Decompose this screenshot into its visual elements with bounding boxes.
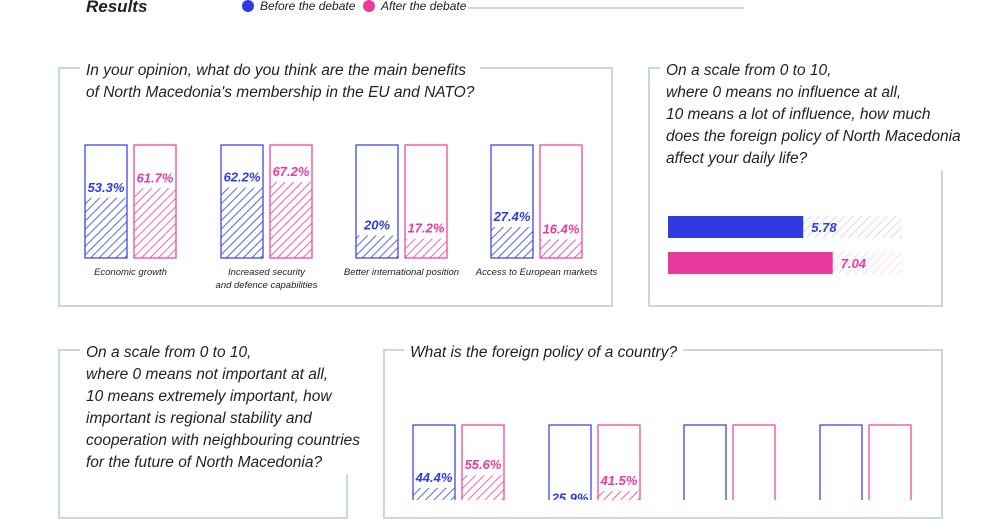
benefits-category-label-1: Increased security: [228, 267, 306, 278]
question-benefits: In your opinion, what do you think are t…: [80, 60, 481, 104]
benefits-value-label-before-3: 27.4%: [493, 209, 531, 224]
benefits-bar-before-0: [85, 197, 127, 258]
foreign-policy-value-label-before-0: 44.4%: [415, 470, 453, 485]
legend-label-before: Before the debate: [260, 0, 356, 13]
foreign-policy-bar-frame-before-1: [548, 424, 592, 500]
foreign-policy-bar-frame-after-2: [732, 424, 776, 500]
legend-dot-before: [242, 0, 254, 12]
results-title: Results: [86, 0, 148, 16]
benefits-bar-after-3: [540, 239, 582, 258]
foreign-policy-bar-before-0: [413, 487, 455, 500]
influence-bar-before: [668, 216, 804, 238]
benefits-bar-before-2: [356, 235, 398, 258]
benefits-value-label-before-1: 62.2%: [224, 170, 261, 185]
foreign-policy-bar-frame-before-0: [412, 424, 456, 500]
foreign-policy-bar-after-0: [462, 475, 504, 500]
benefits-bar-before-1: [221, 187, 263, 258]
foreign-policy-value-label-after-1: 41.5%: [600, 473, 638, 488]
foreign-policy-value-label-before-1: 25.9%: [551, 491, 589, 500]
benefits-category-label-3: Access to European markets: [475, 267, 598, 278]
foreign-policy-bar-frame-before-2: [683, 424, 727, 500]
benefits-value-label-after-3: 16.4%: [543, 221, 580, 236]
benefits-category-label-2: Better international position: [344, 267, 459, 278]
benefits-value-label-before-2: 20%: [363, 217, 390, 232]
benefits-bar-after-0: [134, 188, 176, 258]
influence-value-label-before: 5.78: [811, 220, 837, 235]
legend-label-after: After the debate: [381, 0, 467, 13]
legend-dot-after: [363, 0, 375, 12]
benefits-bar-after-1: [270, 182, 312, 258]
legend-item-after: After the debate: [363, 0, 466, 13]
benefits-bar-after-2: [405, 238, 447, 258]
influence-bar-after: [668, 252, 833, 274]
foreign-policy-bar-frame-after-1: [597, 424, 641, 500]
benefits-bar-frame-after-3: [539, 144, 583, 259]
question-stability: On a scale from 0 to 10, where 0 means n…: [80, 342, 367, 474]
question-foreign-policy: What is the foreign policy of a country?: [404, 342, 684, 364]
legend-item-before: Before the debate: [242, 0, 355, 13]
influence-value-label-after: 7.04: [841, 256, 867, 271]
foreign-policy-bar-frame-after-3: [868, 424, 912, 500]
benefits-value-label-before-0: 53.3%: [88, 180, 125, 195]
benefits-value-label-after-1: 67.2%: [273, 164, 310, 179]
question-influence: On a scale from 0 to 10, where 0 means n…: [660, 60, 967, 170]
benefits-bar-before-3: [491, 227, 533, 258]
foreign-policy-bar-after-1: [598, 491, 640, 500]
benefits-category-label-0: Economic growth: [94, 267, 167, 278]
foreign-policy-value-label-after-0: 55.6%: [465, 457, 502, 472]
benefits-value-label-after-2: 17.2%: [408, 221, 445, 236]
header-rule: [468, 7, 744, 9]
benefits-category-label-1-line1: and defence capabilities: [216, 280, 318, 291]
chart-benefits: 53.3% 62.2% 20% 27.4% 61.7% 67.2% 17.2% 16.4% Ec…: [84, 144, 912, 500]
benefits-value-label-after-0: 61.7%: [137, 170, 174, 185]
foreign-policy-bar-frame-before-3: [819, 424, 863, 500]
